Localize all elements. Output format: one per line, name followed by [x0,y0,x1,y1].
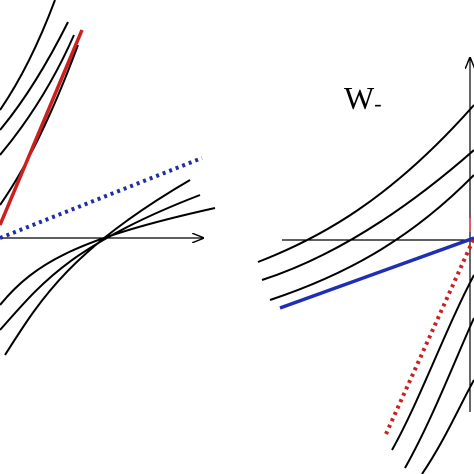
right-red-dotted-line [384,237,474,435]
w-minus-label: W- [344,82,382,115]
left-lower-curve-3 [0,207,216,306]
right-blue-line [279,236,474,310]
w-label-main: W [344,80,375,116]
right-lower-curve-3 [421,379,474,474]
right-upper-curve-3 [269,174,474,301]
left-blue-dotted-line [0,156,203,240]
left-upper-curve-2 [0,21,69,131]
w-label-sub: - [374,91,382,116]
right-lower-curve-2 [404,317,474,469]
right-upper-curve-1 [257,104,474,263]
left-panel [0,0,216,356]
right-upper-curve-2 [261,149,474,281]
left-lower-curve-2 [0,194,201,331]
left-lower-curve-4 [0,198,215,285]
left-upper-curve-1 [0,0,56,111]
left-upper-curve-4 [0,44,79,206]
left-red-line [0,29,84,226]
right-panel [257,58,474,474]
right-lower-curve-1 [391,274,474,451]
left-upper-curve-3 [0,34,75,156]
left-lower-curve-1 [4,179,191,356]
